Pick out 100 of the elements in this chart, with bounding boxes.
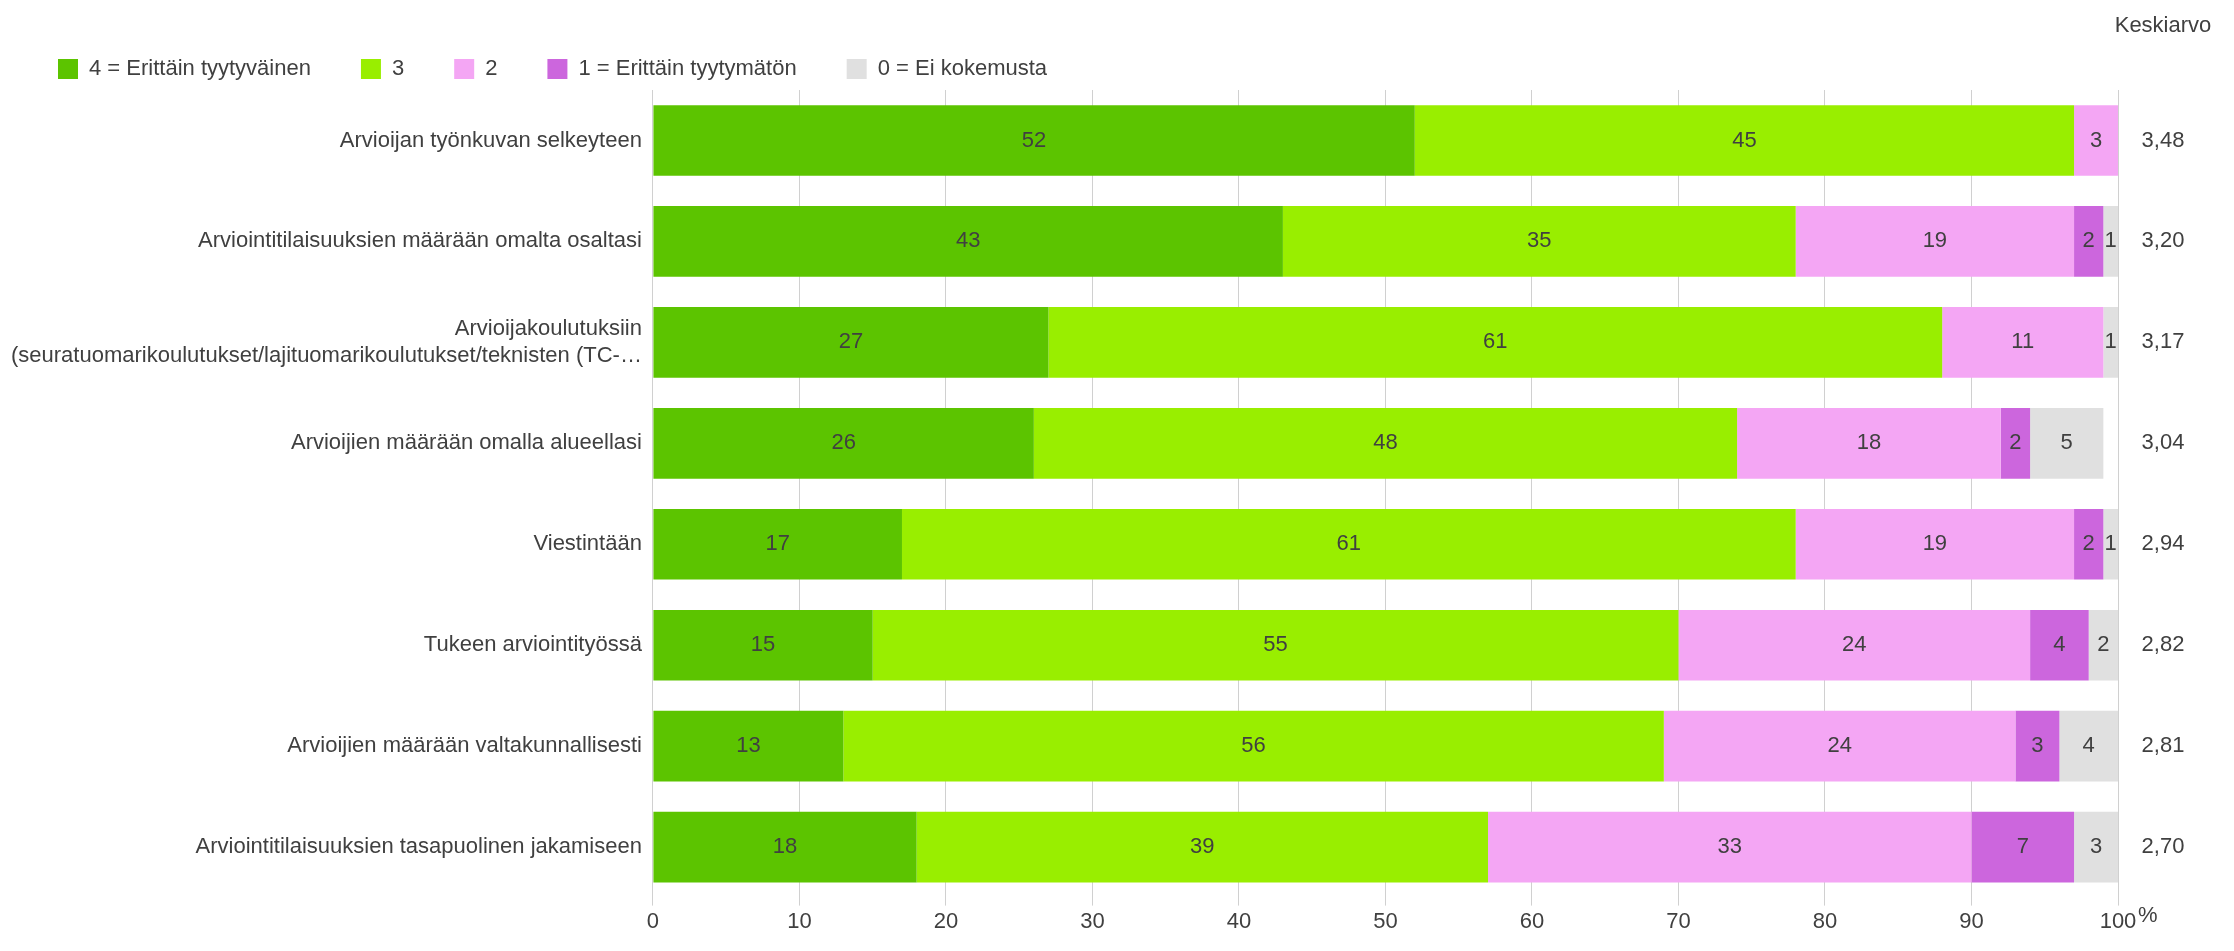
bar [2074, 508, 2104, 580]
data-label: 61 [1336, 530, 1362, 556]
bar [653, 508, 902, 580]
bar [2103, 508, 2118, 580]
bar [916, 811, 1489, 883]
x-tick-label: 70 [1666, 907, 1691, 933]
bar [1795, 206, 2075, 277]
bar [653, 811, 917, 883]
bar [1663, 710, 2016, 782]
data-label: 15 [750, 631, 776, 657]
data-label: 18 [772, 833, 798, 859]
data-label: 3 [2089, 126, 2103, 152]
data-label: 11 [2011, 328, 2035, 354]
bar [2074, 105, 2118, 176]
bar [1678, 609, 2031, 681]
text: 3,20 [2141, 227, 2185, 253]
data-label: 55 [1263, 631, 1288, 657]
bar [1737, 407, 2001, 479]
data-label: 52 [1021, 126, 1047, 152]
data-label: 5 [2060, 429, 2073, 455]
data-label: 2 [2009, 429, 2022, 455]
x-tick-label: 50 [1373, 907, 1398, 933]
legend-label: 0 = Ei kokemusta [877, 55, 1048, 81]
bar [2030, 609, 2089, 681]
data-label: 33 [1717, 833, 1742, 859]
text: 2,70 [2141, 833, 2185, 859]
data-label: 2 [2082, 227, 2095, 253]
text: 2,94 [2141, 530, 2185, 556]
data-label: 13 [736, 732, 761, 758]
bar [1942, 307, 2104, 378]
data-label: 56 [1241, 732, 1266, 758]
bar [653, 307, 1049, 378]
data-label: 18 [1856, 429, 1882, 455]
bar [1971, 811, 2075, 883]
bar [1282, 206, 1796, 277]
x-tick-label: 90 [1959, 907, 1984, 933]
bar [1488, 811, 1972, 883]
data-label: 24 [1842, 631, 1867, 657]
data-label: 35 [1527, 227, 1552, 253]
bar [2015, 710, 2060, 782]
bar [1795, 508, 2075, 580]
bar [653, 609, 873, 681]
y-tick-label: Arvioijan työnkuvan selkeyteen [339, 126, 642, 152]
data-label: 1 [2104, 227, 2117, 253]
data-label: 3 [2089, 833, 2103, 859]
data-label: 39 [1190, 833, 1215, 859]
y-tick-label: Arviointitilaisuuksien tasapuolinen jakamiseen [195, 833, 642, 859]
x-tick-label: 30 [1080, 907, 1105, 933]
data-label: 27 [838, 328, 864, 354]
text: 2,82 [2141, 631, 2185, 657]
legend-label: 1 = Erittäin tyytymätön [578, 55, 797, 81]
data-label: 7 [2016, 833, 2029, 859]
data-label: 48 [1373, 429, 1398, 455]
bar [2074, 811, 2118, 883]
x-tick-label: 100 [2099, 907, 2137, 933]
x-axis-title: % [2138, 902, 2158, 928]
bar [901, 508, 1796, 580]
data-label: 1 [2104, 328, 2117, 354]
bar [2074, 206, 2104, 277]
data-label: 4 [2053, 631, 2066, 657]
data-label: 61 [1483, 328, 1508, 354]
x-tick-label: 40 [1226, 907, 1252, 933]
text: 2,81 [2141, 732, 2185, 758]
data-label: 2 [2097, 631, 2110, 657]
data-label: 2 [2082, 530, 2095, 556]
text: 3,17 [2141, 328, 2185, 354]
legend-label: 3 [391, 55, 405, 81]
x-tick-label: 10 [787, 907, 812, 933]
bar [1048, 307, 1943, 378]
bar [653, 710, 844, 782]
bar [2103, 307, 2118, 378]
data-label: 19 [1922, 530, 1948, 556]
bar [653, 105, 1415, 176]
text: 3,48 [2141, 126, 2185, 152]
text: Keskiarvo [2114, 12, 2212, 38]
bar [1414, 105, 2075, 176]
data-label: 4 [2082, 732, 2095, 758]
data-label: 1 [2104, 530, 2117, 556]
bar [843, 710, 1664, 782]
bar [2059, 710, 2118, 782]
x-tick-label: 80 [1812, 907, 1838, 933]
data-label: 24 [1827, 732, 1852, 758]
x-tick-label: 20 [933, 907, 959, 933]
data-label: 26 [831, 429, 856, 455]
data-label: 45 [1732, 126, 1757, 152]
y-tick-label: Arvioijien määrään valtakunnallisesti [287, 732, 642, 758]
data-label: 19 [1922, 227, 1948, 253]
x-tick-label: 60 [1519, 907, 1545, 933]
y-tick-label: Arvioijien määrään omalla alueellasi [290, 429, 642, 455]
data-label: 43 [955, 227, 981, 253]
bar [653, 206, 1283, 277]
data-label: 17 [765, 530, 790, 556]
bar [2030, 407, 2104, 479]
bar [2103, 206, 2118, 277]
y-tick-label: Arvioijakoulutuksiin (seuratuomarikoulutukset/lajituomarikoulutukset/teknisten (TC-… [11, 315, 642, 367]
legend-label: 4 = Erittäin tyytyväinen [89, 55, 311, 81]
bar [653, 407, 1034, 479]
bar [872, 609, 1679, 681]
x-tick-label: 0 [646, 907, 660, 933]
text: 3,04 [2141, 429, 2185, 455]
